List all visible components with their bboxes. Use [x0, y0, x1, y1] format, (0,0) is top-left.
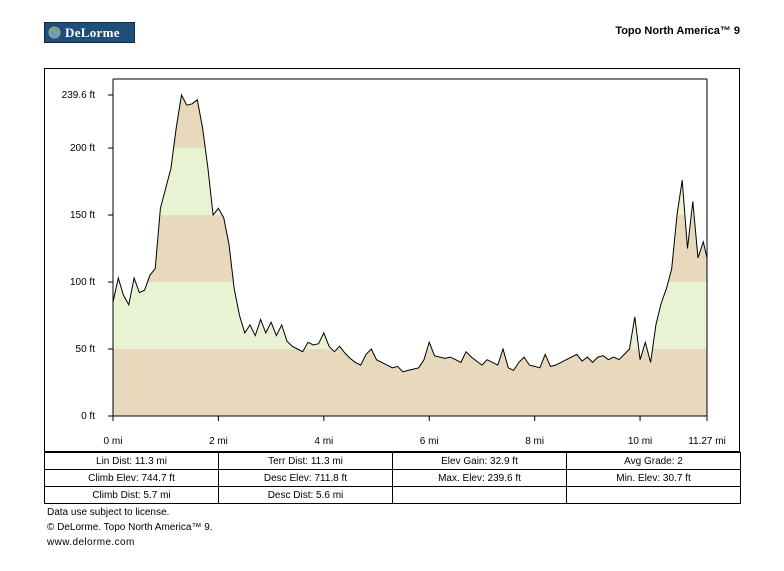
elevation-band [113, 95, 707, 149]
x-tick-label: 8 mi [525, 436, 544, 447]
y-tick-label: 200 ft [70, 143, 95, 154]
stat-lin-dist: Lin Dist: 11.3 mi [44, 452, 219, 470]
stat-empty [566, 486, 741, 504]
copyright-note: © DeLorme. Topo North America™ 9. [47, 522, 213, 533]
elevation-profile-chart: 0 ft 50 ft 100 ft 150 ft 200 ft 239.6 ft 0 mi 2… [62, 78, 726, 447]
stat-min-elev: Min. Elev: 30.7 ft [566, 469, 741, 487]
license-note: Data use subject to license. [47, 507, 170, 518]
logo-wordmark: DeLorme [65, 24, 120, 40]
delorme-logo: DeLorme [44, 22, 135, 43]
x-tick-label: 0 mi [104, 436, 123, 447]
website-link[interactable]: www.delorme.com [47, 537, 135, 548]
globe-icon [48, 26, 61, 39]
elevation-band [113, 215, 707, 283]
elevation-profile-panel: 0 ft 50 ft 100 ft 150 ft 200 ft 239.6 ft 0 mi 2… [44, 68, 740, 452]
x-tick-label: 2 mi [209, 436, 228, 447]
y-tick-label: 150 ft [70, 210, 95, 221]
stat-climb-dist: Climb Dist: 5.7 mi [44, 486, 219, 504]
route-statistics-table: Lin Dist: 11.3 mi Terr Dist: 11.3 mi Ele… [44, 452, 741, 504]
x-tick-label: 6 mi [420, 436, 439, 447]
stat-desc-dist: Desc Dist: 5.6 mi [218, 486, 393, 504]
elevation-line [112, 93, 708, 373]
elevation-bands [113, 95, 707, 416]
stat-desc-elev: Desc Elev: 711.8 ft [218, 469, 393, 487]
stat-terr-dist: Terr Dist: 11.3 mi [218, 452, 393, 470]
y-tick-label: 100 ft [70, 277, 95, 288]
stats-row: Lin Dist: 11.3 mi Terr Dist: 11.3 mi Ele… [44, 452, 741, 470]
x-tick-label: 10 mi [628, 436, 652, 447]
elevation-band [113, 148, 707, 216]
stat-elev-gain: Elev Gain: 32.9 ft [392, 452, 567, 470]
stat-empty [392, 486, 567, 504]
y-tick-label: 239.6 ft [62, 90, 96, 101]
stat-avg-grade: Avg Grade: 2 [566, 452, 741, 470]
x-tick-label: 4 mi [314, 436, 333, 447]
y-tick-label: 50 ft [76, 344, 96, 355]
stat-max-elev: Max. Elev: 239.6 ft [392, 469, 567, 487]
stats-row: Climb Elev: 744.7 ft Desc Elev: 711.8 ft… [44, 469, 741, 487]
x-tick-label: 11.27 mi [688, 436, 726, 447]
stats-row: Climb Dist: 5.7 mi Desc Dist: 5.6 mi [44, 486, 741, 504]
elevation-band [113, 282, 707, 350]
stat-climb-elev: Climb Elev: 744.7 ft [44, 469, 219, 487]
product-title: Topo North America™ 9 [615, 25, 740, 37]
y-tick-label: 0 ft [81, 411, 95, 422]
